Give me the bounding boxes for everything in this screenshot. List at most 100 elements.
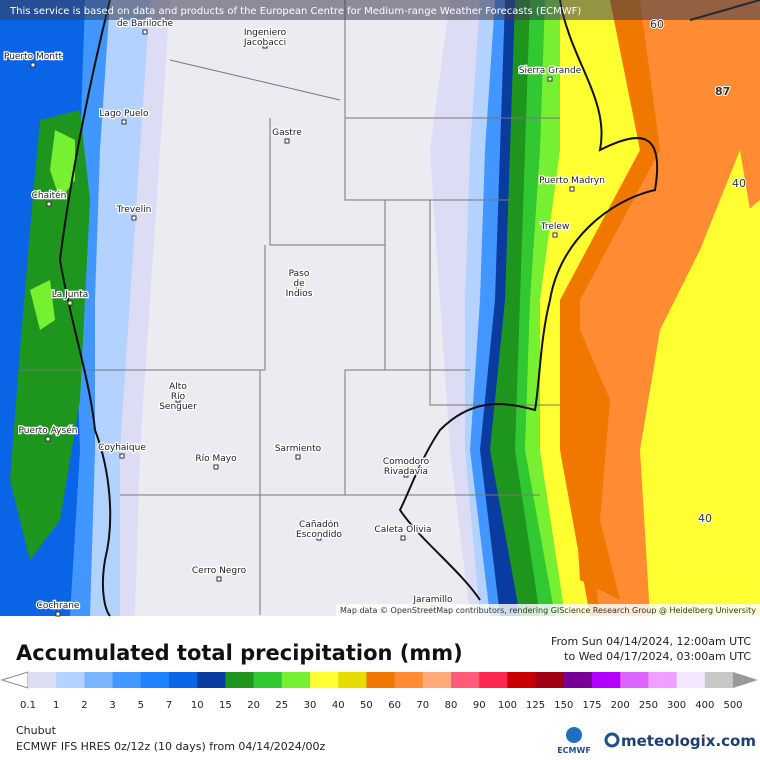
city-marker xyxy=(30,62,36,68)
precip-band xyxy=(50,130,75,200)
legend-label: 1 xyxy=(53,700,59,711)
city-label: Paso de Indios xyxy=(286,269,313,299)
legend-label: 175 xyxy=(582,700,601,711)
precip-band xyxy=(640,200,760,616)
legend-label: 7 xyxy=(166,700,172,711)
city-label: Sierra Grande xyxy=(519,66,582,76)
city-label: Cochrane xyxy=(37,601,80,611)
legend-swatch xyxy=(451,672,480,688)
precip-band xyxy=(700,150,760,270)
city-label: La Junta xyxy=(52,290,89,300)
legend-title: Accumulated total precipitation (mm) xyxy=(16,641,463,665)
legend-swatch xyxy=(563,672,593,688)
precip-band xyxy=(10,110,90,560)
legend-low-arrow xyxy=(0,671,29,689)
legend-swatch xyxy=(197,672,226,688)
legend-swatch xyxy=(310,672,339,688)
city-marker xyxy=(67,300,73,306)
city-label: Chaitén xyxy=(32,190,67,201)
notice-bar xyxy=(0,0,760,20)
city-marker xyxy=(121,119,127,125)
model-info: ECMWF IFS HRES 0z/12z (10 days) from 04/… xyxy=(16,740,326,753)
city-marker xyxy=(213,464,219,470)
value-label: 40 xyxy=(732,177,746,190)
legend-label: 25 xyxy=(275,700,288,711)
region: Chubut xyxy=(16,724,57,737)
city-label: Alto Río Senguer xyxy=(159,382,197,412)
legend-high-arrow xyxy=(733,672,758,688)
ecmwf-icon xyxy=(566,727,582,743)
legend-label: 70 xyxy=(416,700,429,711)
city-marker xyxy=(403,472,409,478)
legend-label: 500 xyxy=(723,700,742,711)
city-marker xyxy=(547,76,553,82)
city-label: Lago Puelo xyxy=(99,109,149,119)
city-marker xyxy=(400,535,406,541)
city-label: Puerto Aysén xyxy=(19,425,78,436)
legend-swatch xyxy=(281,672,311,688)
city-label: Jaramillo xyxy=(412,595,453,605)
city-label: Caleta Olivia xyxy=(374,525,431,535)
city-label: Cañadón Escondido xyxy=(296,519,342,540)
notice: This service is based on data and produc… xyxy=(9,6,581,17)
precip-layer xyxy=(0,0,760,616)
legend-swatch xyxy=(620,672,649,688)
legend-label: 200 xyxy=(611,700,630,711)
city-marker xyxy=(175,397,181,403)
legend-label: 60 xyxy=(388,700,401,711)
legend-label: 90 xyxy=(473,700,486,711)
legend-label: 3 xyxy=(109,700,115,711)
legend-label: 80 xyxy=(445,700,458,711)
legend-swatch xyxy=(592,672,621,688)
legend-label: 10 xyxy=(191,700,204,711)
precip-band xyxy=(30,280,55,330)
legend-label: 20 xyxy=(247,700,260,711)
admin-borders xyxy=(20,0,560,615)
city-marker xyxy=(131,215,137,221)
legend-label: 40 xyxy=(332,700,345,711)
legend-swatch xyxy=(140,672,170,688)
city-marker xyxy=(45,436,51,442)
legend-swatch xyxy=(394,672,424,688)
legend-swatch xyxy=(56,672,85,688)
city-marker xyxy=(119,453,125,459)
legend-label: 2 xyxy=(81,700,87,711)
value-label: 40 xyxy=(698,512,712,525)
city-marker xyxy=(295,454,301,460)
legend-label: 0.1 xyxy=(20,700,36,711)
legend-swatch xyxy=(704,672,734,688)
legend-label: 125 xyxy=(526,700,545,711)
brand[interactable]: meteologix.com xyxy=(621,732,756,750)
attribution-bg xyxy=(336,604,760,616)
city-marker xyxy=(569,186,575,192)
brand-icon xyxy=(604,732,620,748)
legend-label: 100 xyxy=(498,700,517,711)
city-label: Puerto Madryn xyxy=(539,176,605,186)
city-marker xyxy=(46,201,52,207)
city-marker xyxy=(296,284,302,290)
legend-swatch xyxy=(253,672,283,688)
city-marker xyxy=(216,576,222,582)
city-label: Coyhaique xyxy=(98,443,146,453)
legend-swatch xyxy=(648,672,678,688)
period-start: From Sun 04/14/2024, 12:00am UTC xyxy=(551,635,751,648)
legend-swatch xyxy=(28,672,57,688)
legend-label: 15 xyxy=(219,700,232,711)
period-end: to Wed 04/17/2024, 03:00am UTC xyxy=(564,650,751,663)
legend-label: 5 xyxy=(138,700,144,711)
legend-swatch xyxy=(169,672,198,688)
city-marker xyxy=(284,138,290,144)
legend-label: 50 xyxy=(360,700,373,711)
legend-label: 150 xyxy=(554,700,573,711)
ecmwf-logo: ECMWF xyxy=(557,746,591,755)
city-marker xyxy=(316,535,322,541)
legend: 0.1 1 2 3 5 7 10 15 20 25 30 40 50 60 70 80 90 100 125 150 1… xyxy=(0,671,758,711)
legend-swatch xyxy=(338,672,367,688)
legend-swatch xyxy=(112,672,142,688)
city-label: Cerro Negro xyxy=(192,566,247,576)
value-label: 87 xyxy=(715,85,730,98)
legend-swatch xyxy=(535,672,565,688)
city-label: de Bariloche xyxy=(117,19,174,29)
city-label: Ingeniero Jacobacci xyxy=(243,28,287,48)
city-label: Gastre xyxy=(272,128,302,138)
